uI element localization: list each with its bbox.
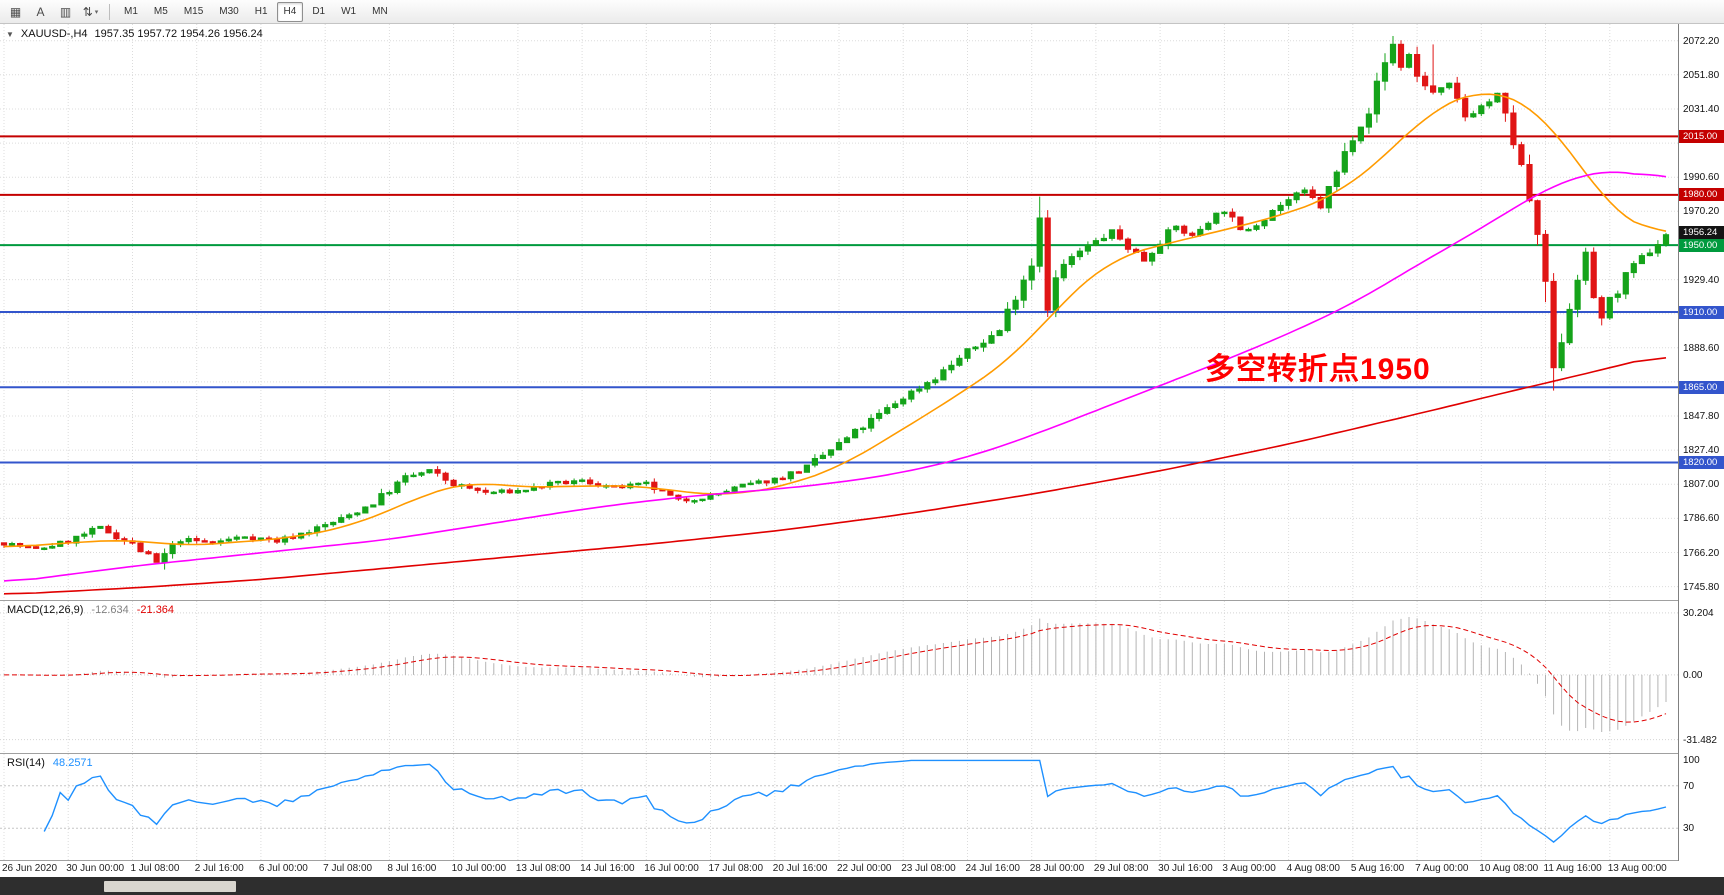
macd-signal-value: -21.364 — [136, 604, 175, 616]
time-tick-label: 30 Jun 00:00 — [66, 863, 125, 874]
chart-title: ▼ XAUUSD-,H4 1957.35 1957.72 1954.26 195… — [6, 28, 263, 40]
collapse-triangle-icon[interactable]: ▼ — [6, 29, 14, 39]
macd-axis-label: 0.00 — [1683, 669, 1703, 681]
timeframe-m1[interactable]: M1 — [124, 6, 138, 17]
timeframe-m15[interactable]: M15 — [183, 6, 204, 17]
price-tick-label: 2072.20 — [1683, 35, 1720, 47]
time-axis[interactable]: 26 Jun 2020 30 Jun 00:00 1 Jul 08:00 2 Jul … — [0, 861, 1678, 877]
timeframe-w1[interactable]: W1 — [341, 6, 357, 17]
time-tick-label: 10 Jul 00:00 — [451, 863, 507, 874]
time-tick-label: 2 Jul 16:00 — [194, 863, 244, 874]
price-tick-label: 2031.40 — [1683, 103, 1720, 115]
price-tick-label: 2051.80 — [1683, 69, 1720, 81]
time-tick-label: 24 Jul 16:00 — [965, 863, 1020, 874]
price-axis[interactable]: 2072.20 2051.80 2031.40 1990.60 1970.20 1929.… — [1678, 24, 1724, 861]
time-tick-label: 14 Jul 16:00 — [580, 863, 635, 874]
toolbar-separator — [109, 3, 110, 20]
time-tick-label: 26 Jun 2020 — [2, 863, 58, 874]
price-tag: 1910.00 — [1679, 305, 1724, 319]
rsi-axis-label: 30 — [1683, 823, 1695, 835]
time-tick-label: 6 Jul 00:00 — [258, 863, 308, 874]
price-tick-label: 1847.80 — [1683, 411, 1720, 423]
time-tick-label: 13 Jul 08:00 — [515, 863, 571, 874]
annotation-text[interactable]: 多空转折点1950 — [1205, 353, 1431, 386]
time-tick-label: 4 Aug 08:00 — [1286, 863, 1340, 874]
price-tag: 1950.00 — [1679, 238, 1724, 252]
rsi-name: RSI(14) — [7, 757, 45, 769]
timeframe-mn[interactable]: MN — [372, 6, 388, 17]
time-tick-label: 22 Jul 00:00 — [837, 863, 892, 874]
time-tick-label: 28 Jul 00:00 — [1029, 863, 1085, 874]
time-tick-label: 7 Jul 08:00 — [323, 863, 373, 874]
macd-axis-label: -31.482 — [1683, 734, 1717, 746]
price-tag: 1865.00 — [1679, 380, 1724, 394]
price-tick-label: 1929.40 — [1683, 274, 1720, 286]
panel-splitter[interactable] — [0, 753, 1724, 754]
time-tick-label: 1 Jul 08:00 — [130, 863, 180, 874]
toolbar-icons: ▦ A ▥ ⇅ ▾ — [3, 2, 103, 22]
macd-main-value: -12.634 — [91, 604, 129, 616]
time-tick-label: 10 Aug 08:00 — [1479, 863, 1539, 874]
symbol-timeframe-label: XAUUSD-,H4 — [20, 28, 88, 40]
time-tick-label: 20 Jul 16:00 — [772, 863, 828, 874]
time-tick-label: 16 Jul 00:00 — [644, 863, 699, 874]
price-tag: 1980.00 — [1679, 188, 1724, 202]
time-tick-label: 29 Jul 08:00 — [1093, 863, 1149, 874]
time-tick-label: 11 Aug 16:00 — [1543, 863, 1602, 874]
tick-chart-icon[interactable]: ▦ — [9, 4, 22, 19]
macd-name: MACD(12,26,9) — [7, 604, 84, 616]
timeframe-m5[interactable]: M5 — [153, 6, 168, 17]
price-tick-label: 1970.20 — [1683, 206, 1720, 218]
rsi-value: 48.2571 — [52, 757, 93, 769]
panel-splitter[interactable] — [0, 600, 1724, 601]
rsi-axis-label: 100 — [1683, 755, 1700, 766]
price-chart-canvas[interactable] — [0, 24, 1678, 600]
time-tick-label: 5 Aug 16:00 — [1350, 863, 1405, 874]
ohlc-values: 1957.35 1957.72 1954.26 1956.24 — [94, 28, 263, 40]
price-tick-label: 1990.60 — [1683, 172, 1720, 184]
price-tag: 1956.24 — [1679, 226, 1724, 240]
time-tick-label: 7 Aug 00:00 — [1415, 863, 1469, 874]
time-tick-label: 8 Jul 16:00 — [387, 863, 437, 874]
status-segment — [104, 881, 236, 892]
rsi-axis-label: 70 — [1683, 780, 1695, 792]
dropdown-caret-icon: ▾ — [94, 8, 99, 16]
timeframe-d1[interactable]: D1 — [312, 6, 326, 17]
timeframe-h4[interactable]: H4 — [276, 1, 304, 22]
text-annotation-icon[interactable]: A — [36, 4, 45, 19]
time-tick-label: 3 Aug 00:00 — [1222, 863, 1276, 874]
price-tag: 1820.00 — [1679, 456, 1724, 470]
time-tick-label: 23 Jul 08:00 — [901, 863, 956, 874]
panel-border — [0, 860, 1724, 861]
status-bar — [0, 877, 1724, 895]
price-tick-label: 1766.20 — [1683, 547, 1720, 559]
time-tick-label: 13 Aug 00:00 — [1607, 863, 1667, 874]
price-tick-label: 1827.40 — [1683, 445, 1720, 457]
macd-label: MACD(12,26,9) -12.634 -21.364 — [7, 604, 174, 616]
price-tick-label: 1888.60 — [1683, 342, 1720, 354]
price-tag: 2015.00 — [1679, 129, 1724, 143]
rsi-label: RSI(14) 48.2571 — [7, 757, 93, 769]
chart-window-icon[interactable]: ▥ — [59, 4, 72, 19]
rsi-canvas[interactable] — [0, 754, 1678, 860]
price-tick-label: 1807.00 — [1683, 479, 1720, 491]
time-tick-label: 30 Jul 16:00 — [1158, 863, 1213, 874]
toolbar: ▦ A ▥ ⇅ ▾ M1 M5 M15 M30 H1 H4 D1 W1 MN — [0, 0, 1724, 24]
timeframe-m30[interactable]: M30 — [219, 6, 239, 17]
timeframe-h1[interactable]: H1 — [254, 6, 268, 17]
macd-axis-label: 30.204 — [1683, 607, 1714, 619]
time-tick-label: 17 Jul 08:00 — [708, 863, 764, 874]
timeframe-buttons: M1 M5 M15 M30 H1 H4 D1 W1 MN — [116, 1, 396, 22]
price-tick-label: 1745.80 — [1683, 581, 1720, 593]
scale-updown-icon[interactable]: ⇅ ▾ — [82, 4, 99, 19]
price-tick-label: 1786.60 — [1683, 513, 1720, 525]
macd-canvas[interactable] — [0, 601, 1678, 753]
